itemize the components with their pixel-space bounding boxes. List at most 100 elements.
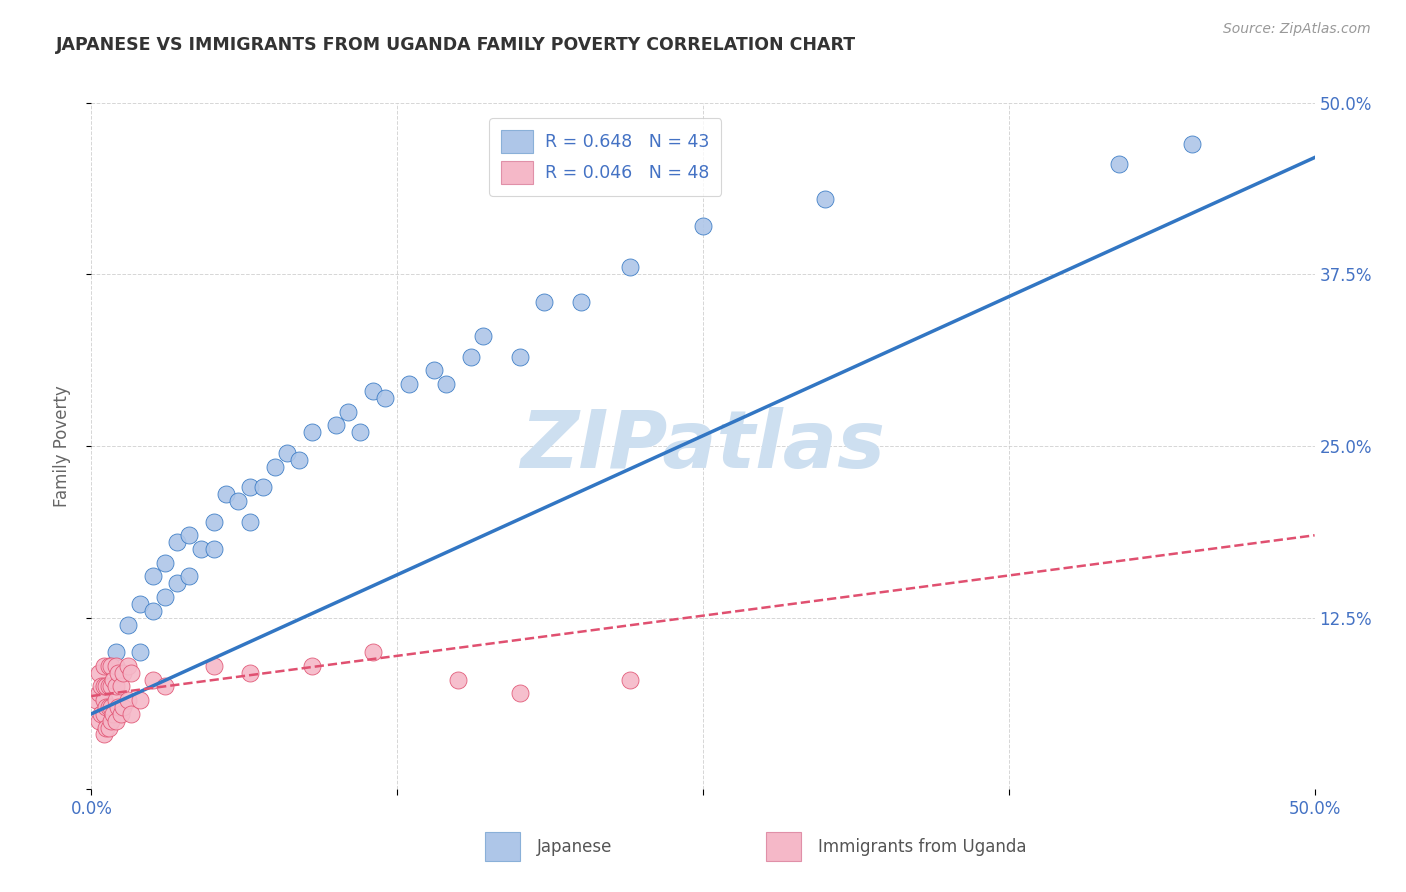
FancyBboxPatch shape [485, 832, 520, 861]
Point [202, 658, 225, 673]
Point [120, 706, 142, 721]
Point [141, 604, 163, 618]
Point [120, 665, 142, 680]
Point [276, 446, 298, 460]
Text: JAPANESE VS IMMIGRANTS FROM UGANDA FAMILY POVERTY CORRELATION CHART: JAPANESE VS IMMIGRANTS FROM UGANDA FAMIL… [56, 36, 856, 54]
Point [112, 700, 135, 714]
Point [349, 425, 371, 440]
Point [460, 350, 482, 364]
Point [93, 727, 115, 741]
Point [112, 665, 135, 680]
Point [509, 686, 531, 700]
Point [252, 480, 274, 494]
Point [107, 700, 129, 714]
Text: Source: ZipAtlas.com: Source: ZipAtlas.com [1223, 22, 1371, 37]
Point [533, 294, 555, 309]
Point [471, 329, 494, 343]
Point [179, 569, 201, 583]
Point [239, 515, 262, 529]
Point [100, 680, 122, 694]
Point [93, 693, 115, 707]
Point [93, 693, 115, 707]
Point [97, 658, 120, 673]
Point [190, 542, 212, 557]
Point [301, 658, 323, 673]
Point [166, 576, 188, 591]
Point [166, 535, 188, 549]
Point [361, 645, 384, 659]
Point [1108, 157, 1130, 171]
Point [104, 680, 127, 694]
Point [104, 645, 127, 659]
Point [104, 658, 127, 673]
Point [153, 556, 176, 570]
Point [129, 597, 152, 611]
Point [509, 350, 531, 364]
Point [117, 617, 139, 632]
Point [103, 706, 125, 721]
Point [619, 260, 641, 275]
Point [264, 459, 287, 474]
Point [141, 673, 163, 687]
Point [94, 680, 117, 694]
Point [107, 665, 129, 680]
Point [301, 425, 323, 440]
Point [129, 693, 152, 707]
Point [87, 665, 110, 680]
Point [104, 714, 127, 728]
Point [288, 452, 311, 467]
Point [153, 590, 176, 604]
Legend: R = 0.648   N = 43, R = 0.046   N = 48: R = 0.648 N = 43, R = 0.046 N = 48 [489, 118, 721, 195]
Point [110, 680, 132, 694]
Point [84, 693, 107, 707]
Point [361, 384, 384, 398]
Point [153, 680, 176, 694]
Point [226, 494, 249, 508]
Point [117, 693, 139, 707]
Point [202, 515, 225, 529]
Point [374, 391, 396, 405]
Point [94, 721, 117, 735]
Point [814, 192, 837, 206]
Point [104, 693, 127, 707]
Point [100, 658, 122, 673]
Point [619, 673, 641, 687]
FancyBboxPatch shape [766, 832, 801, 861]
Point [569, 294, 592, 309]
Point [447, 673, 470, 687]
Text: Immigrants from Uganda: Immigrants from Uganda [818, 838, 1026, 855]
Point [117, 658, 139, 673]
Point [97, 721, 120, 735]
Point [87, 686, 110, 700]
Text: ZIPatlas: ZIPatlas [520, 407, 886, 485]
Point [129, 645, 152, 659]
Point [692, 219, 714, 234]
Point [110, 706, 132, 721]
Point [1181, 136, 1204, 151]
Point [97, 680, 120, 694]
Point [239, 480, 262, 494]
Point [93, 658, 115, 673]
Point [90, 680, 112, 694]
Point [179, 528, 201, 542]
Y-axis label: Family Poverty: Family Poverty [52, 385, 70, 507]
Point [215, 487, 238, 501]
Point [97, 700, 120, 714]
Point [398, 377, 420, 392]
Text: Japanese: Japanese [537, 838, 613, 855]
Point [90, 706, 112, 721]
Point [100, 714, 122, 728]
Point [93, 680, 115, 694]
Point [423, 363, 446, 377]
Point [93, 706, 115, 721]
Point [434, 377, 457, 392]
Point [94, 700, 117, 714]
Point [141, 569, 163, 583]
Point [325, 418, 347, 433]
Point [239, 665, 262, 680]
Point [202, 542, 225, 557]
Point [103, 673, 125, 687]
Point [87, 714, 110, 728]
Point [100, 700, 122, 714]
Point [337, 405, 360, 419]
